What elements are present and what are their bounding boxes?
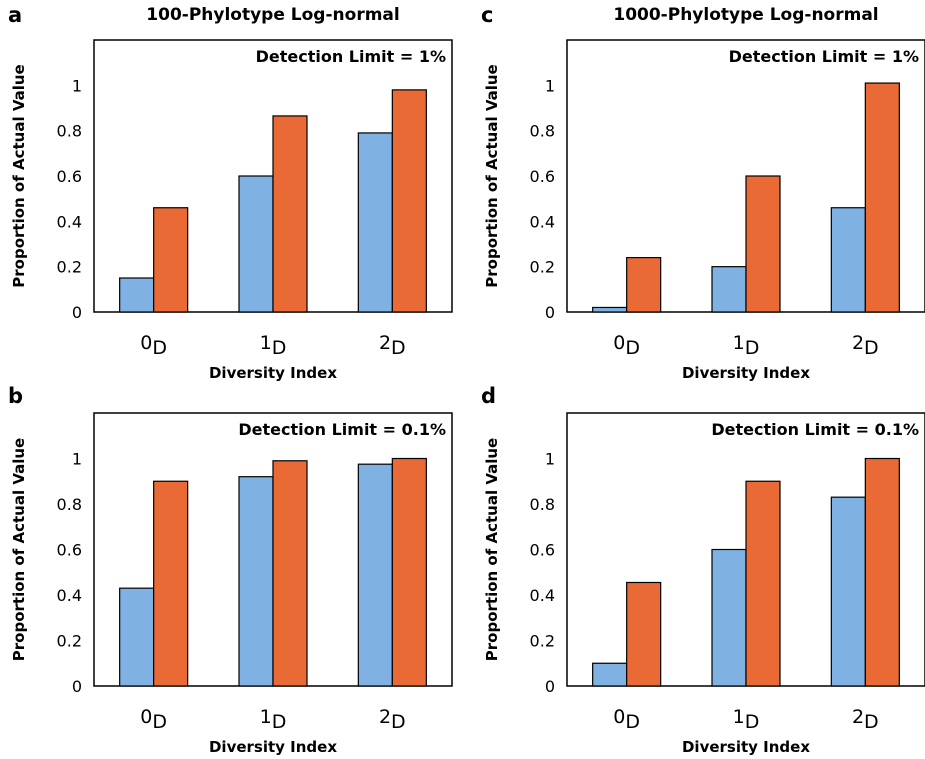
x-axis-label: Diversity Index bbox=[682, 738, 810, 756]
bar-series-a-2D bbox=[830, 207, 866, 313]
y-tick-label: 0 bbox=[72, 677, 82, 696]
x-tick-label: 2D bbox=[852, 706, 879, 733]
panel-letter: b bbox=[8, 384, 23, 408]
y-tick-label: 0 bbox=[545, 677, 555, 696]
y-tick-label: 0.4 bbox=[530, 212, 555, 231]
x-tick-label: 0D bbox=[140, 332, 167, 359]
detection-limit-annotation: Detection Limit = 0.1% bbox=[238, 420, 446, 439]
y-tick-label: 0.4 bbox=[57, 586, 82, 605]
bar-series-b-2D bbox=[864, 82, 900, 313]
y-axis-label: Proportion of Actual Value bbox=[483, 64, 501, 287]
y-tick-label: 0.6 bbox=[530, 167, 555, 186]
x-tick-label: 2D bbox=[852, 332, 879, 359]
y-tick-label: 1 bbox=[545, 450, 555, 469]
bar-series-b-1D bbox=[272, 115, 308, 313]
y-tick-label: 0.2 bbox=[530, 632, 555, 651]
x-tick-label: 1D bbox=[733, 332, 760, 359]
bar-series-b-1D bbox=[745, 480, 781, 687]
x-axis-label: Diversity Index bbox=[209, 738, 337, 756]
x-tick-label: 2D bbox=[379, 332, 406, 359]
panel-letter: c bbox=[481, 3, 493, 27]
y-tick-label: 1 bbox=[545, 76, 555, 95]
bar-series-a-1D bbox=[238, 175, 274, 313]
y-axis-label: Proportion of Actual Value bbox=[10, 64, 28, 287]
bar-series-a-0D bbox=[592, 662, 628, 687]
y-tick-label: 0.8 bbox=[57, 495, 82, 514]
chart-title: 1000-Phylotype Log-normal bbox=[613, 5, 878, 25]
x-tick-label: 1D bbox=[260, 332, 287, 359]
detection-limit-annotation: Detection Limit = 1% bbox=[729, 47, 919, 66]
bar-series-b-2D bbox=[391, 457, 427, 687]
y-tick-label: 0.6 bbox=[57, 167, 82, 186]
y-tick-label: 0 bbox=[545, 303, 555, 322]
y-tick-label: 0 bbox=[72, 303, 82, 322]
panel-letter: d bbox=[481, 384, 496, 408]
bar-series-a-0D bbox=[592, 306, 628, 313]
bar-series-a-0D bbox=[119, 277, 155, 313]
bar-series-a-2D bbox=[830, 496, 866, 687]
bar-series-b-0D bbox=[153, 207, 189, 313]
y-tick-label: 1 bbox=[72, 76, 82, 95]
y-tick-label: 1 bbox=[72, 450, 82, 469]
detection-limit-annotation: Detection Limit = 0.1% bbox=[711, 420, 919, 439]
panel-a: a 100-Phylotype Log-normal 0D 1D 2D 0 0.2 0.4 0.… bbox=[8, 3, 453, 382]
x-tick-label: 0D bbox=[613, 706, 640, 733]
x-tick-label: 1D bbox=[733, 706, 760, 733]
x-tick-label: 2D bbox=[379, 706, 406, 733]
x-tick-label: 0D bbox=[613, 332, 640, 359]
chart-title: 100-Phylotype Log-normal bbox=[146, 5, 399, 25]
y-tick-label: 0.2 bbox=[57, 258, 82, 277]
y-axis-label: Proportion of Actual Value bbox=[483, 438, 501, 661]
bar-series-a-2D bbox=[357, 463, 393, 687]
bar-series-b-0D bbox=[626, 581, 662, 687]
bar-series-a-1D bbox=[711, 548, 747, 687]
bar-series-b-2D bbox=[864, 457, 900, 687]
y-tick-label: 0.2 bbox=[530, 258, 555, 277]
x-tick-label: 0D bbox=[140, 706, 167, 733]
y-tick-label: 0.4 bbox=[57, 212, 82, 231]
bar-series-b-1D bbox=[745, 175, 781, 313]
y-tick-label: 0.2 bbox=[57, 632, 82, 651]
detection-limit-annotation: Detection Limit = 1% bbox=[256, 47, 446, 66]
bar-series-a-2D bbox=[357, 132, 393, 313]
x-tick-label: 1D bbox=[260, 706, 287, 733]
x-axis-label: Diversity Index bbox=[682, 364, 810, 382]
y-axis-label: Proportion of Actual Value bbox=[10, 438, 28, 661]
y-tick-label: 0.4 bbox=[530, 586, 555, 605]
bar-series-b-1D bbox=[272, 460, 308, 687]
panel-c: c 1000-Phylotype Log-normal 0D 1D 2D 0 0.2 0.4 0… bbox=[481, 3, 925, 382]
bar-series-a-1D bbox=[238, 476, 274, 687]
y-tick-label: 0.6 bbox=[530, 541, 555, 560]
y-tick-label: 0.8 bbox=[530, 495, 555, 514]
y-tick-label: 0.6 bbox=[57, 541, 82, 560]
bar-series-a-1D bbox=[711, 266, 747, 313]
bar-series-b-0D bbox=[626, 257, 662, 313]
x-axis-label: Diversity Index bbox=[209, 364, 337, 382]
bar-series-a-0D bbox=[119, 587, 155, 687]
panel-letter: a bbox=[8, 3, 22, 27]
panel-b: b 0D 1D 2D 0 0.2 0.4 0.6 0.8 1 Detection Limit = 0… bbox=[8, 384, 453, 756]
y-tick-label: 0.8 bbox=[530, 122, 555, 141]
bar-series-b-0D bbox=[153, 480, 189, 687]
y-tick-label: 0.8 bbox=[57, 122, 82, 141]
bar-series-b-2D bbox=[391, 89, 427, 313]
panel-d: d 0D 1D 2D 0 0.2 0.4 0.6 0.8 1 Detection Limit = 0… bbox=[481, 384, 925, 756]
